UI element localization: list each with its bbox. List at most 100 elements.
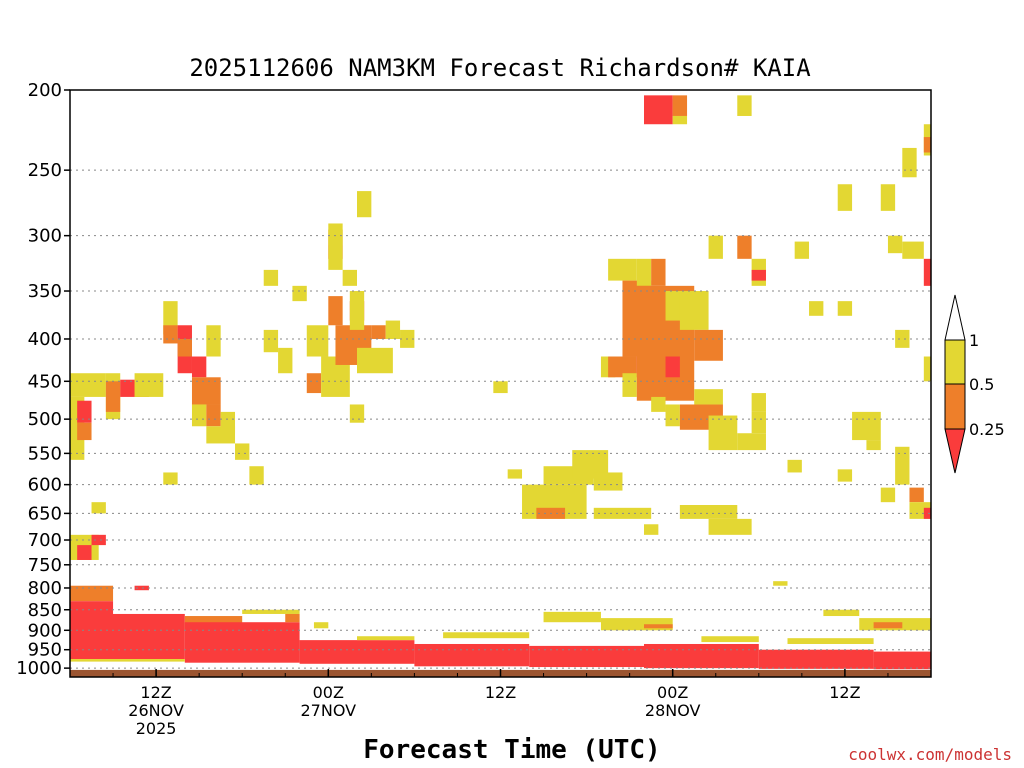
- heatmap-cell-133: [823, 609, 860, 617]
- heatmap-cell-103: [880, 487, 896, 503]
- colorbar-legend: 1 0.5 0.25: [944, 294, 1005, 474]
- heatmap-cell-15: [206, 325, 221, 357]
- chart-title: 2025112606 NAM3KM Forecast Richardson# K…: [189, 54, 811, 82]
- heatmap-cell-24: [263, 329, 279, 353]
- heatmap-cell-69: [694, 389, 723, 405]
- heatmap-cell-64: [679, 291, 709, 330]
- heatmap-cell-29: [306, 373, 322, 394]
- heatmap-cell-74: [708, 518, 752, 535]
- heatmap-cell-91: [902, 147, 917, 178]
- heatmap-cell-25: [278, 347, 293, 374]
- heatmap-cell-73: [679, 505, 738, 519]
- heatmap-cell-86: [794, 241, 810, 259]
- heatmap-cell-101: [837, 469, 853, 482]
- ytick-label-450: 450: [28, 371, 62, 392]
- heatmap-cell-18: [206, 404, 221, 427]
- xtick-label-0-2: 2025: [136, 719, 177, 738]
- heatmap-cell-50: [593, 472, 623, 491]
- heatmap-cell-95: [923, 137, 931, 153]
- ytick-label-400: 400: [28, 329, 62, 350]
- heatmap-cell-2: [105, 381, 121, 412]
- heatmap-cell-53: [608, 258, 637, 281]
- heatmap-cell-96: [923, 258, 931, 286]
- heatmap-cell-16: [191, 377, 221, 405]
- heatmap-cell-87: [809, 301, 824, 316]
- heatmap-cell-115: [70, 613, 185, 660]
- x-axis-label: Forecast Time (UTC): [363, 735, 660, 765]
- ytick-label-250: 250: [28, 160, 62, 181]
- heatmap-cell-108: [77, 545, 92, 560]
- y-axis: 200 250 300 350 400 450 500 550 600 650 700 7508008…: [16, 80, 70, 679]
- ytick-label-650: 650: [28, 503, 62, 524]
- heatmap-cell-98: [923, 356, 931, 382]
- heatmap-cell-56: [651, 258, 666, 286]
- heatmap-cell-7: [77, 400, 92, 423]
- heatmap-cell-58: [608, 356, 637, 378]
- heatmap-cell-119: [414, 643, 530, 667]
- heatmap-cell-104: [909, 487, 924, 503]
- heatmap-cell-63: [665, 356, 680, 378]
- heatmap-cell-111: [644, 524, 659, 535]
- heatmap-cell-76: [787, 459, 802, 473]
- heatmap-cell-80: [672, 115, 688, 125]
- heatmap-cell-122: [758, 649, 874, 669]
- ytick-label-200: 200: [28, 80, 62, 101]
- heatmap-cell-36: [342, 269, 357, 286]
- xtick-label-3-0: 00Z: [657, 683, 688, 702]
- heatmap-cell-83: [737, 235, 752, 259]
- ytick-label-1000: 1000: [16, 658, 62, 679]
- heatmap-cell-88: [837, 301, 853, 316]
- heatmap-cell-55: [636, 258, 652, 286]
- heatmap-cell-93: [902, 241, 924, 259]
- heatmap-cell-130: [600, 618, 673, 631]
- heatmap-cell-129: [543, 611, 601, 623]
- credit-text[interactable]: coolwx.com/models: [848, 745, 1012, 764]
- heatmap-cell-66: [651, 396, 666, 412]
- heatmap-cell-100: [866, 440, 881, 451]
- heatmap-cell-60: [622, 373, 637, 397]
- ytick-label-600: 600: [28, 475, 62, 496]
- heatmap-cell-79: [672, 95, 688, 116]
- colorbar-label-025: 0.25: [969, 420, 1005, 439]
- heatmap-cell-26: [263, 269, 279, 286]
- heatmap-cell-89: [837, 184, 853, 211]
- heatmap-cell-35: [328, 223, 343, 270]
- heatmap-cell-82: [708, 235, 723, 259]
- heatmap-cell-132: [701, 636, 759, 643]
- heatmap-cell-72: [751, 411, 766, 434]
- heatmap-cell-75: [751, 393, 766, 412]
- ytick-label-750: 750: [28, 555, 62, 576]
- heatmap-cell-23: [163, 472, 178, 485]
- heatmap-cell-137: [70, 659, 185, 662]
- heatmap-cell-45: [493, 381, 508, 394]
- heatmap-cell-128: [443, 632, 530, 639]
- heatmap-cell-120: [529, 645, 644, 668]
- ytick-label-900: 900: [28, 620, 62, 641]
- ytick-label-350: 350: [28, 281, 62, 302]
- colorbar-label-1: 1: [969, 331, 979, 350]
- ytick-label-700: 700: [28, 530, 62, 551]
- heatmap-cell-112: [70, 585, 114, 602]
- heatmap-cells: [70, 95, 931, 677]
- colorbar-top-arrow: [944, 294, 966, 341]
- ytick-label-950: 950: [28, 640, 62, 661]
- heatmap-cell-38: [349, 291, 365, 330]
- xtick-label-3-1: 28NOV: [645, 701, 701, 720]
- colorbar-yellow: [944, 339, 966, 385]
- xtick-label-1-0: 00Z: [313, 683, 344, 702]
- heatmap-cell-44: [349, 404, 365, 423]
- heatmap-cell-22: [249, 466, 264, 485]
- heatmap-cell-3: [120, 379, 135, 397]
- heatmap-cell-8: [77, 422, 92, 441]
- heatmap-cell-9: [91, 502, 106, 514]
- heatmap-cell-85: [751, 269, 766, 281]
- ytick-label-300: 300: [28, 226, 62, 247]
- heatmap-cell-14: [191, 356, 207, 378]
- heatmap-cell-131: [644, 624, 673, 629]
- heatmap-cell-0: [70, 373, 106, 397]
- heatmap-cell-20: [206, 426, 236, 444]
- heatmap-cell-110: [773, 581, 788, 586]
- ytick-label-850: 850: [28, 600, 62, 621]
- heatmap-cell-28: [306, 325, 329, 357]
